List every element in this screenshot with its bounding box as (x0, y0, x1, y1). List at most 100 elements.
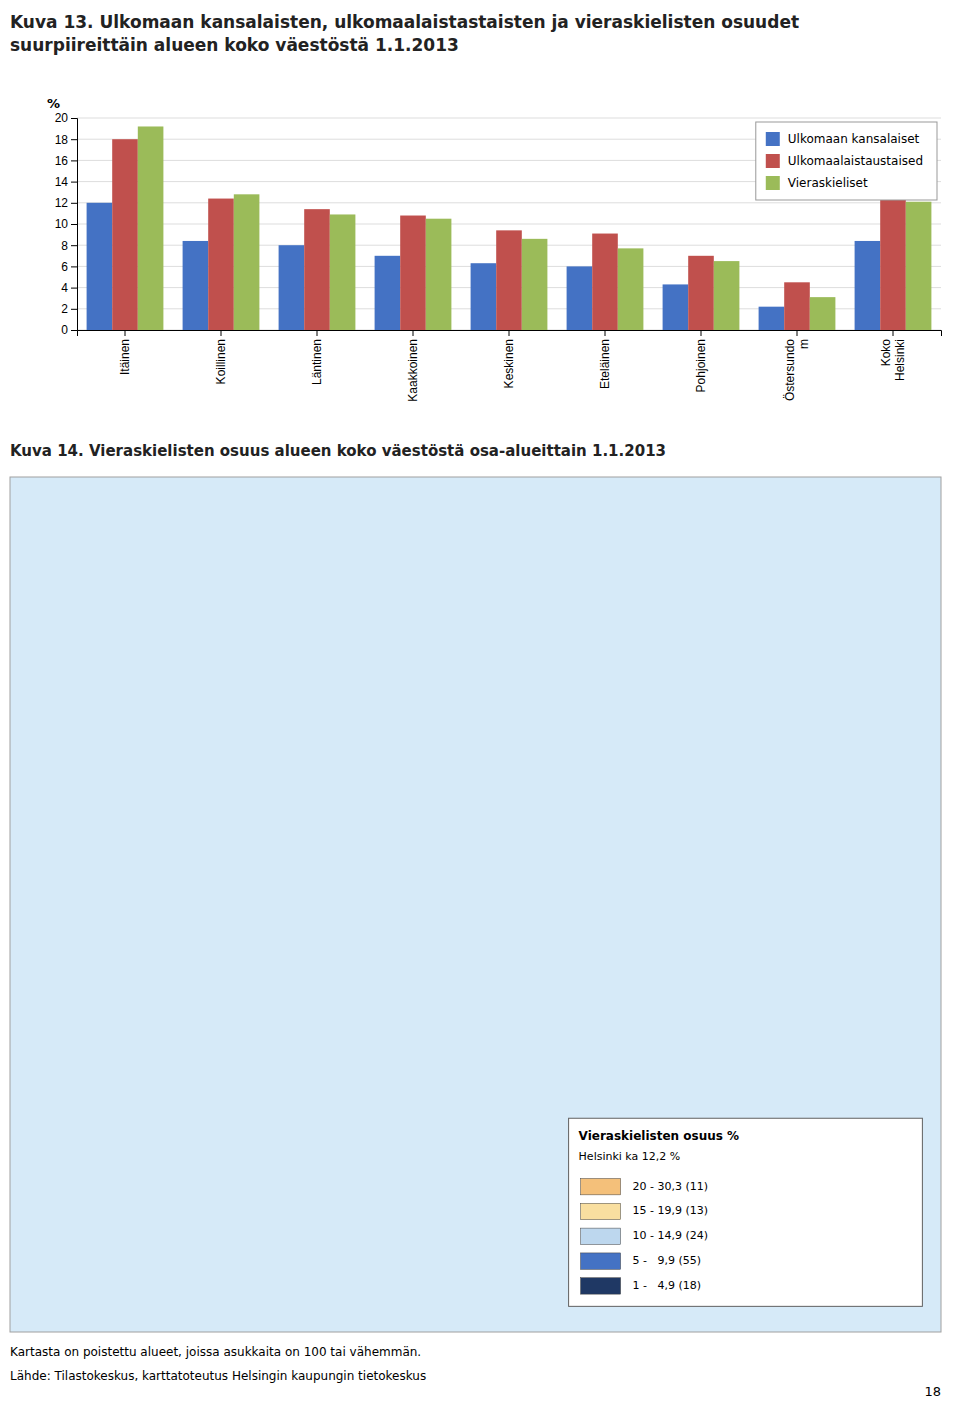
y-tick: 4 (61, 281, 77, 295)
bar (810, 297, 836, 330)
bar (87, 203, 113, 330)
bar (714, 261, 740, 330)
map-legend-label: 1 - 4,9 (18) (633, 1279, 702, 1292)
map-legend-label: 15 - 19,9 (13) (633, 1204, 709, 1217)
map-area (10, 477, 941, 1332)
map-legend-swatch (581, 1278, 621, 1294)
x-tick-label: Pohjoinen (694, 339, 708, 392)
bar (183, 241, 209, 330)
y-tick-mark (71, 309, 77, 310)
y-tick-label: 16 (55, 154, 69, 168)
bar (567, 266, 593, 330)
y-tick: 6 (61, 260, 77, 274)
bar (112, 139, 138, 330)
bar (279, 245, 305, 330)
y-axis-label: % (47, 96, 60, 111)
y-tick-label: 18 (55, 133, 69, 147)
y-tick: 18 (55, 133, 77, 147)
map-legend-box (569, 1118, 923, 1306)
map-legend-swatch (581, 1253, 621, 1269)
y-tick: 2 (61, 302, 77, 316)
x-tick: Läntinen (310, 330, 324, 385)
bar (855, 241, 881, 330)
x-tick-label: Östersundom (783, 339, 811, 401)
y-tick-label: 20 (55, 111, 69, 125)
x-tick: Itäinen (118, 330, 132, 375)
x-tick-label: Kaakkoinen (406, 339, 420, 402)
bar (471, 263, 497, 330)
y-tick-mark (71, 203, 77, 204)
bar (592, 234, 618, 330)
x-tick-mark (893, 330, 894, 336)
bar (906, 202, 932, 330)
y-tick-label: 4 (61, 281, 68, 295)
map-legend-label: 20 - 30,3 (11) (633, 1180, 709, 1193)
map-legend-title: Vieraskielisten osuus % (579, 1129, 740, 1143)
y-tick-label: 10 (55, 217, 69, 231)
y-tick-mark (71, 139, 77, 140)
x-tick-label: Eteläinen (598, 339, 612, 389)
x-tick: Eteläinen (598, 330, 612, 389)
x-tick-label: Itäinen (118, 339, 132, 375)
map-legend-swatch (581, 1203, 621, 1219)
x-tick-label: KokoHelsinki (879, 339, 907, 381)
bar (330, 214, 356, 330)
y-tick-label: 14 (55, 175, 69, 189)
legend-box (756, 122, 937, 200)
x-tick-mark (797, 330, 798, 336)
bar (208, 199, 234, 330)
legend: Ulkomaan kansalaiset Ulkomaalaistaustaise… (756, 122, 937, 200)
y-tick-mark (71, 245, 77, 246)
footer-note: Kartasta on poistettu alueet, joissa asu… (10, 1345, 421, 1359)
y-tick: 20 (55, 111, 77, 125)
bar (688, 256, 714, 330)
x-tick-mark (605, 330, 606, 336)
bar (496, 230, 522, 330)
bars (87, 126, 932, 330)
x-tick-mark (125, 330, 126, 336)
y-tick-label: 12 (55, 196, 69, 210)
map-legend-label: 5 - 9,9 (55) (633, 1254, 702, 1267)
x-tick: Pohjoinen (694, 330, 708, 392)
y-tick-mark (71, 160, 77, 161)
y-tick-mark (71, 182, 77, 183)
map-legend-subtitle: Helsinki ka 12,2 % (579, 1150, 681, 1163)
y-axis: 0 2 4 6 8 10 12 14 16 18 20 (55, 111, 78, 337)
y-tick: 12 (55, 196, 77, 210)
bar (880, 200, 906, 330)
y-tick: 8 (61, 239, 77, 253)
bar (759, 307, 785, 330)
legend-label: Ulkomaan kansalaiset (788, 132, 920, 146)
bar-series (138, 126, 932, 330)
x-tick-mark (317, 330, 318, 336)
bar (138, 126, 164, 330)
page: Kuva 13. Ulkomaan kansalaisten, ulkomaal… (0, 0, 960, 1413)
y-tick-mark (71, 330, 77, 331)
y-tick-mark (71, 118, 77, 119)
bar (663, 284, 689, 330)
legend-swatch (766, 132, 780, 146)
grid-line (77, 202, 941, 203)
y-tick-label: 6 (61, 260, 68, 274)
y-tick-mark (71, 224, 77, 225)
y-tick: 14 (55, 175, 77, 189)
map-legend-swatch (581, 1178, 621, 1194)
x-tick: KokoHelsinki (879, 330, 907, 381)
bar (426, 219, 452, 330)
axis-domain (78, 331, 942, 337)
y-tick: 0 (61, 323, 77, 337)
x-tick-label: Läntinen (310, 339, 324, 385)
x-tick-label: Keskinen (502, 339, 516, 388)
x-tick-label: Koillinen (214, 339, 228, 384)
x-tick-mark (509, 330, 510, 336)
x-tick: Östersundom (783, 330, 811, 401)
bar (304, 209, 330, 330)
y-tick-label: 2 (61, 302, 68, 316)
x-tick-mark (413, 330, 414, 336)
bar-series (87, 203, 881, 330)
bar (522, 239, 548, 330)
bar (375, 256, 401, 330)
legend-label: Ulkomaalaistaustaised (788, 154, 923, 168)
legend-swatch (766, 154, 780, 168)
x-tick-mark (701, 330, 702, 336)
